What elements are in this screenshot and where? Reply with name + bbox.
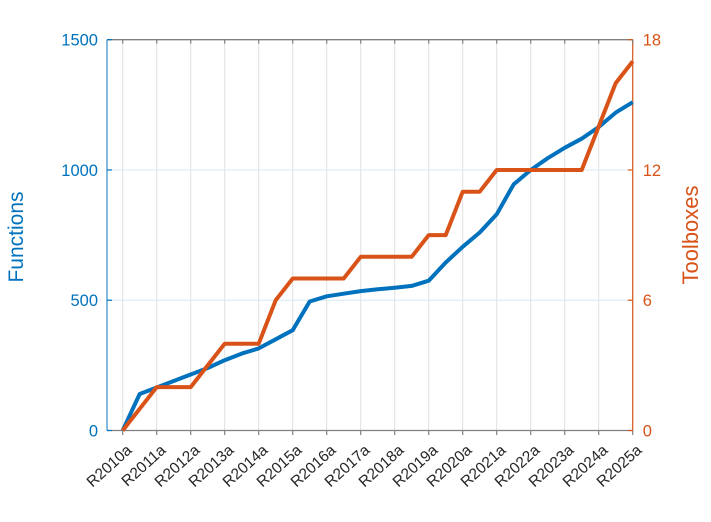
right-tick-label: 6 — [643, 292, 652, 310]
left-tick-label: 500 — [70, 292, 98, 310]
left-tick-label: 0 — [89, 423, 98, 441]
right-tick-label: 18 — [643, 32, 661, 50]
left-tick-label: 1000 — [61, 162, 98, 180]
right-axis-title: Toolboxes — [678, 185, 703, 285]
series-line-functions — [120, 100, 634, 432]
right-tick-label: 12 — [643, 162, 661, 180]
left-axis-title: Functions — [5, 191, 28, 283]
right-tick-label: 0 — [643, 423, 652, 441]
series-line-toolboxes — [121, 60, 635, 432]
left-tick-label: 1500 — [61, 32, 98, 50]
